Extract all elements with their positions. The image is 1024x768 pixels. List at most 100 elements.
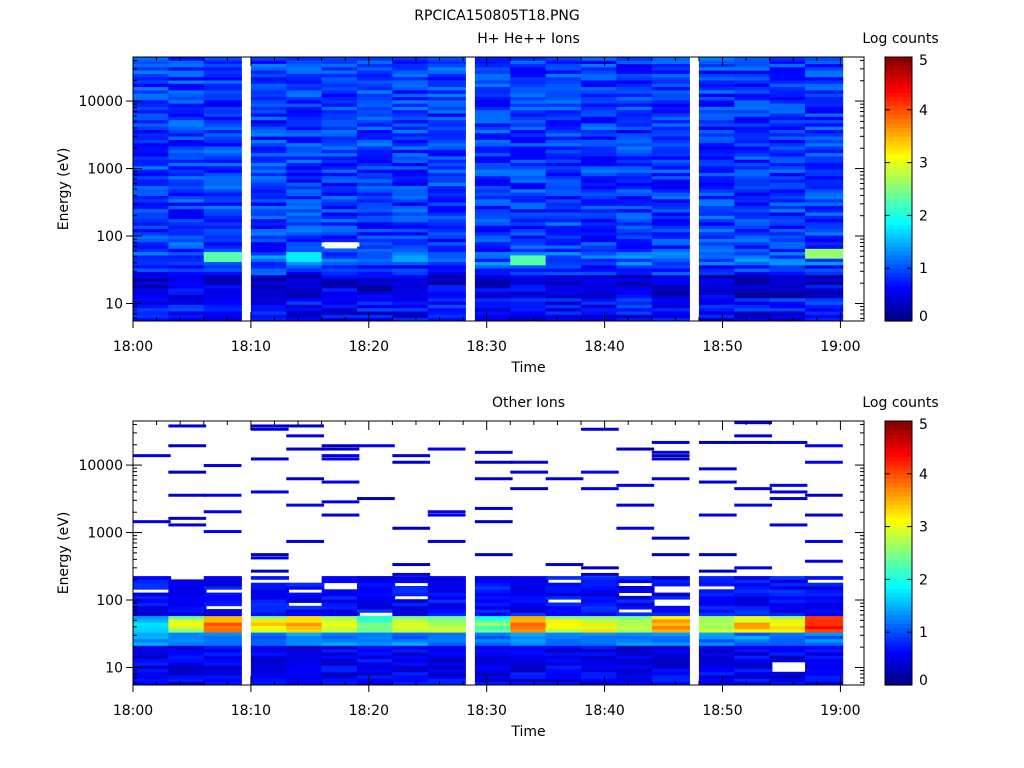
- count-cell: [133, 655, 172, 659]
- count-cell: [581, 245, 620, 249]
- count-cell: [616, 261, 655, 266]
- count-cell: [616, 248, 655, 253]
- count-cell: [651, 113, 690, 117]
- count-cell: [769, 212, 808, 216]
- count-cell: [616, 599, 655, 603]
- count-cell: [203, 625, 242, 630]
- count-cell: [616, 297, 655, 302]
- count-cell: [250, 609, 290, 613]
- count-cell: [734, 169, 773, 173]
- count-cell: [203, 60, 242, 64]
- count-cell: [203, 655, 242, 659]
- count-cell: [321, 281, 360, 286]
- count-cell: [427, 63, 466, 68]
- count-cell: [286, 447, 325, 451]
- count-cell: [392, 291, 431, 295]
- count-cell: [474, 314, 514, 319]
- count-cell: [286, 307, 325, 312]
- count-cell: [545, 70, 584, 74]
- count-cell: [545, 678, 584, 683]
- count-cell: [250, 149, 290, 154]
- count-cell: [769, 497, 808, 501]
- count-cell: [286, 66, 325, 71]
- count-cell: [805, 460, 843, 464]
- count-cell: [734, 648, 773, 653]
- count-cell: [616, 146, 655, 150]
- count-cell: [427, 90, 466, 94]
- count-cell: [133, 258, 172, 262]
- count-cell: [392, 655, 431, 659]
- count-cell: [616, 668, 655, 673]
- count-cell: [581, 241, 620, 246]
- count-cell: [357, 658, 396, 663]
- count-cell: [734, 440, 773, 444]
- count-cell: [286, 294, 325, 299]
- count-cell: [392, 268, 431, 272]
- count-cell: [392, 146, 431, 150]
- count-cell: [769, 231, 808, 236]
- count-cell: [357, 297, 396, 302]
- count-cell: [133, 162, 172, 167]
- count-cell: [616, 294, 655, 299]
- count-cell: [133, 185, 172, 190]
- count-cell: [133, 96, 172, 101]
- count-cell: [133, 599, 172, 603]
- count-cell: [286, 139, 325, 144]
- count-cell: [734, 113, 773, 117]
- count-cell: [698, 681, 738, 686]
- count-cell: [769, 185, 808, 190]
- count-cell: [734, 642, 773, 646]
- count-cell: [698, 284, 738, 289]
- count-cell: [357, 109, 396, 114]
- count-cell: [651, 294, 690, 299]
- count-cell: [392, 645, 431, 650]
- count-cell: [805, 205, 844, 210]
- count-cell: [734, 566, 773, 570]
- count-cell: [203, 228, 242, 233]
- count-cell: [805, 271, 844, 276]
- colorbar-step: [885, 429, 912, 435]
- count-cell: [698, 225, 738, 229]
- colorbar-step: [885, 96, 912, 102]
- count-cell: [357, 182, 396, 187]
- count-cell: [286, 106, 325, 111]
- count-cell: [616, 622, 655, 626]
- colorbar-step: [885, 421, 912, 426]
- count-cell: [616, 595, 655, 600]
- count-cell: [474, 278, 514, 282]
- colorbar-step: [885, 299, 912, 304]
- y-tick-label: 10: [105, 660, 123, 676]
- count-cell: [474, 208, 514, 213]
- count-cell: [474, 182, 514, 187]
- count-cell: [427, 109, 466, 114]
- count-cell: [545, 142, 584, 147]
- count-cell: [698, 169, 738, 173]
- count-cell: [510, 304, 549, 309]
- count-cell: [133, 83, 172, 88]
- count-cell: [427, 136, 466, 140]
- count-cell: [734, 231, 773, 236]
- count-cell: [545, 222, 584, 226]
- count-cell: [581, 615, 620, 620]
- count-cell: [769, 307, 808, 312]
- count-cell: [168, 635, 207, 640]
- count-cell: [769, 57, 808, 61]
- count-cell: [581, 304, 620, 309]
- count-cell: [203, 648, 242, 653]
- count-cell: [203, 162, 242, 167]
- count-cell: [510, 301, 549, 305]
- count-cell: [545, 205, 584, 210]
- count-cell: [321, 678, 360, 683]
- count-cell: [616, 652, 655, 656]
- count-cell: [651, 66, 690, 71]
- count-cell: [357, 241, 396, 246]
- count-cell: [168, 317, 207, 322]
- x-tick-label: 18:10: [231, 703, 271, 719]
- count-cell: [427, 599, 466, 603]
- count-cell: [581, 159, 620, 163]
- count-cell: [698, 658, 738, 663]
- count-cell: [769, 278, 808, 282]
- count-cell: [168, 470, 207, 474]
- count-cell: [286, 198, 325, 203]
- count-cell: [203, 119, 242, 124]
